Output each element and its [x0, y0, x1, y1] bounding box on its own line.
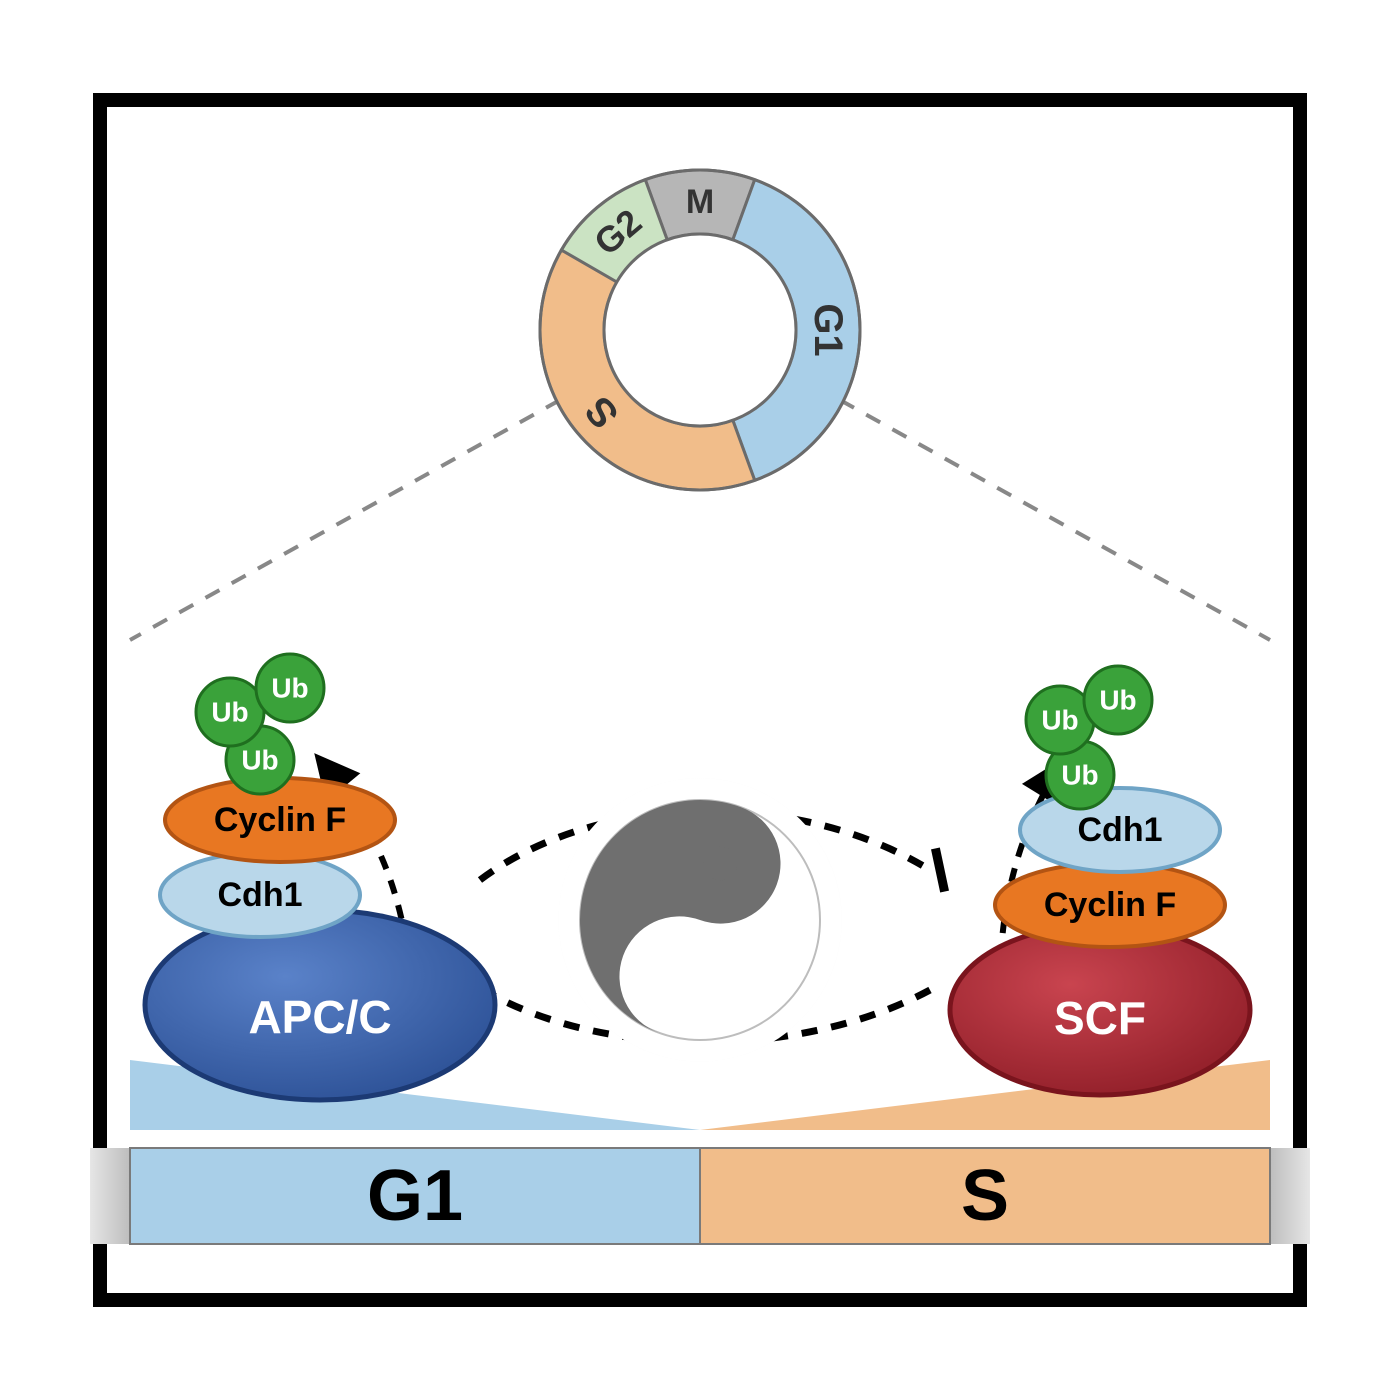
figure-frame: MG1SG2 APC/CCdh1Cyclin FUbUbUb SCFCyclin… — [0, 0, 1400, 1400]
cdh1-left-label: Cdh1 — [218, 876, 303, 914]
cyclinf-right-label: Cyclin F — [1044, 886, 1176, 924]
ub-left-2-label: Ub — [271, 673, 308, 704]
zoom-line-left — [130, 400, 560, 640]
yin-yang-icon — [546, 766, 842, 1062]
figure-svg: MG1SG2 APC/CCdh1Cyclin FUbUbUb SCFCyclin… — [0, 0, 1400, 1400]
ring-label-G1: G1 — [806, 303, 850, 356]
cell-cycle-ring: MG1SG2 — [540, 170, 860, 490]
zoom-line-right — [840, 400, 1270, 640]
apcc-complex: APC/C Cdh1 Cyclin F Ub Ub Ub — [145, 654, 495, 1100]
ub-right-0-label: Ub — [1061, 760, 1098, 791]
ub-right-1-label: Ub — [1041, 705, 1078, 736]
scf-complex: SCF Cyclin F Cdh1 Ub Ub Ub — [950, 666, 1250, 1095]
cdh1-right-label: Cdh1 — [1078, 811, 1163, 849]
ub-left-1-label: Ub — [211, 697, 248, 728]
phasebar-g1-label: G1 — [367, 1156, 463, 1236]
apcc-label: APC/C — [248, 991, 391, 1043]
phasebar-s-label: S — [961, 1156, 1009, 1236]
cyclinf-left-label: Cyclin F — [214, 801, 346, 839]
scf-label: SCF — [1054, 992, 1146, 1044]
ub-left-0-label: Ub — [241, 745, 278, 776]
ub-right-2-label: Ub — [1099, 685, 1136, 716]
phase-bar: G1 S — [90, 1148, 1310, 1244]
ring-label-M: M — [686, 183, 714, 221]
